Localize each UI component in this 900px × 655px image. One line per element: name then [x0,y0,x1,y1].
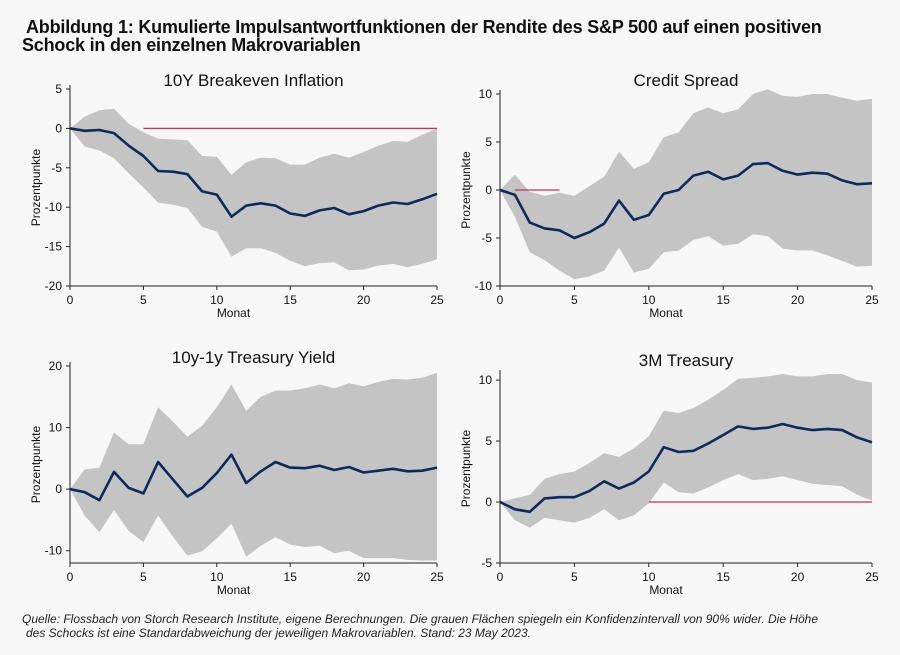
x-tick-label: 5 [140,570,147,584]
y-axis-label: Prozentpunkte [29,148,43,226]
y-tick-label: 10 [479,373,493,387]
y-axis-label: Prozentpunkte [459,429,473,507]
x-tick-label: 20 [357,570,371,584]
figure-title-line1: Abbildung 1: Kumulierte Impulsantwortfun… [26,17,822,37]
y-tick-label: 10 [49,421,63,435]
chart-panel-2: 10 5 0 -5 -10 0 5 10 15 20 25 Credit Spread Monat Pro… [459,71,879,320]
y-axis-label: Prozentpunkte [459,151,473,229]
x-tick-label: 15 [717,293,731,307]
x-tick-label: 25 [430,570,444,584]
chart-title: Credit Spread [634,71,739,90]
x-tick-label: 20 [791,570,805,584]
chart-title: 10y-1y Treasury Yield [172,348,335,367]
x-tick-label: 5 [571,293,578,307]
x-tick-label: 20 [357,293,371,307]
x-tick-label: 15 [284,570,298,584]
x-axis-label: Monat [649,583,683,597]
y-tick-label: 5 [485,135,492,149]
chart-panel-3: 20 10 0 -10 0 5 10 15 20 25 10y-1y Treasury Yield M… [29,348,444,597]
x-tick-label: 25 [865,293,879,307]
x-axis-label: Monat [649,306,683,320]
chart-title: 3M Treasury [639,351,734,370]
chart-panel-4: 10 5 0 -5 0 5 10 15 20 25 3M Treasury Monat Prozentp… [459,351,879,597]
y-tick-label: 0 [55,482,62,496]
y-tick-label: -5 [51,161,62,175]
x-tick-label: 5 [140,293,147,307]
source-line1: Quelle: Flossbach von Storch Research In… [22,612,819,626]
impulse-response-line [499,422,873,514]
x-tick-label: 10 [210,293,224,307]
y-tick-label: -5 [481,231,492,245]
x-tick-label: 25 [865,570,879,584]
source-line2: des Schocks ist eine Standardabweichung … [26,626,531,640]
impulse-response-line [499,161,873,240]
x-tick-label: 0 [67,293,74,307]
x-tick-label: 10 [642,293,656,307]
x-tick-label: 20 [791,293,805,307]
y-tick-label: -5 [481,556,492,570]
chart-title: 10Y Breakeven Inflation [163,71,343,90]
impulse-response-line [69,127,438,218]
y-tick-label: -10 [45,200,63,214]
y-tick-label: 5 [485,434,492,448]
confidence-band [70,108,437,271]
x-tick-label: 0 [497,570,504,584]
y-tick-label: 0 [485,183,492,197]
x-tick-label: 25 [430,293,444,307]
x-tick-label: 10 [642,570,656,584]
y-axis-label: Prozentpunkte [29,425,43,503]
chart-panel-1: 5 0 -5 -10 -15 -20 0 5 10 15 20 25 10Y Breakeven Inf… [29,71,444,320]
x-tick-label: 15 [284,293,298,307]
y-tick-label: 0 [485,495,492,509]
x-tick-label: 0 [497,293,504,307]
x-tick-label: 0 [67,570,74,584]
figure-title-line2: Schock in den einzelnen Makrovariablen [22,35,361,55]
y-tick-label: 10 [479,87,493,101]
confidence-band [70,372,437,561]
y-tick-label: -15 [45,240,63,254]
x-axis-label: Monat [217,306,251,320]
x-axis-label: Monat [217,583,251,597]
x-tick-label: 10 [210,570,224,584]
y-tick-label: 0 [55,121,62,135]
y-tick-label: 5 [55,82,62,96]
y-tick-label: 20 [49,359,63,373]
impulse-response-line [69,453,438,502]
y-tick-label: -10 [475,279,493,293]
x-tick-label: 15 [717,570,731,584]
y-tick-label: -10 [45,544,63,558]
y-tick-label: -20 [45,279,63,293]
figure-title: Abbildung 1: Kumulierte Impulsantwortfun… [22,18,892,54]
x-tick-label: 5 [571,570,578,584]
source-note: Quelle: Flossbach von Storch Research In… [22,612,882,640]
